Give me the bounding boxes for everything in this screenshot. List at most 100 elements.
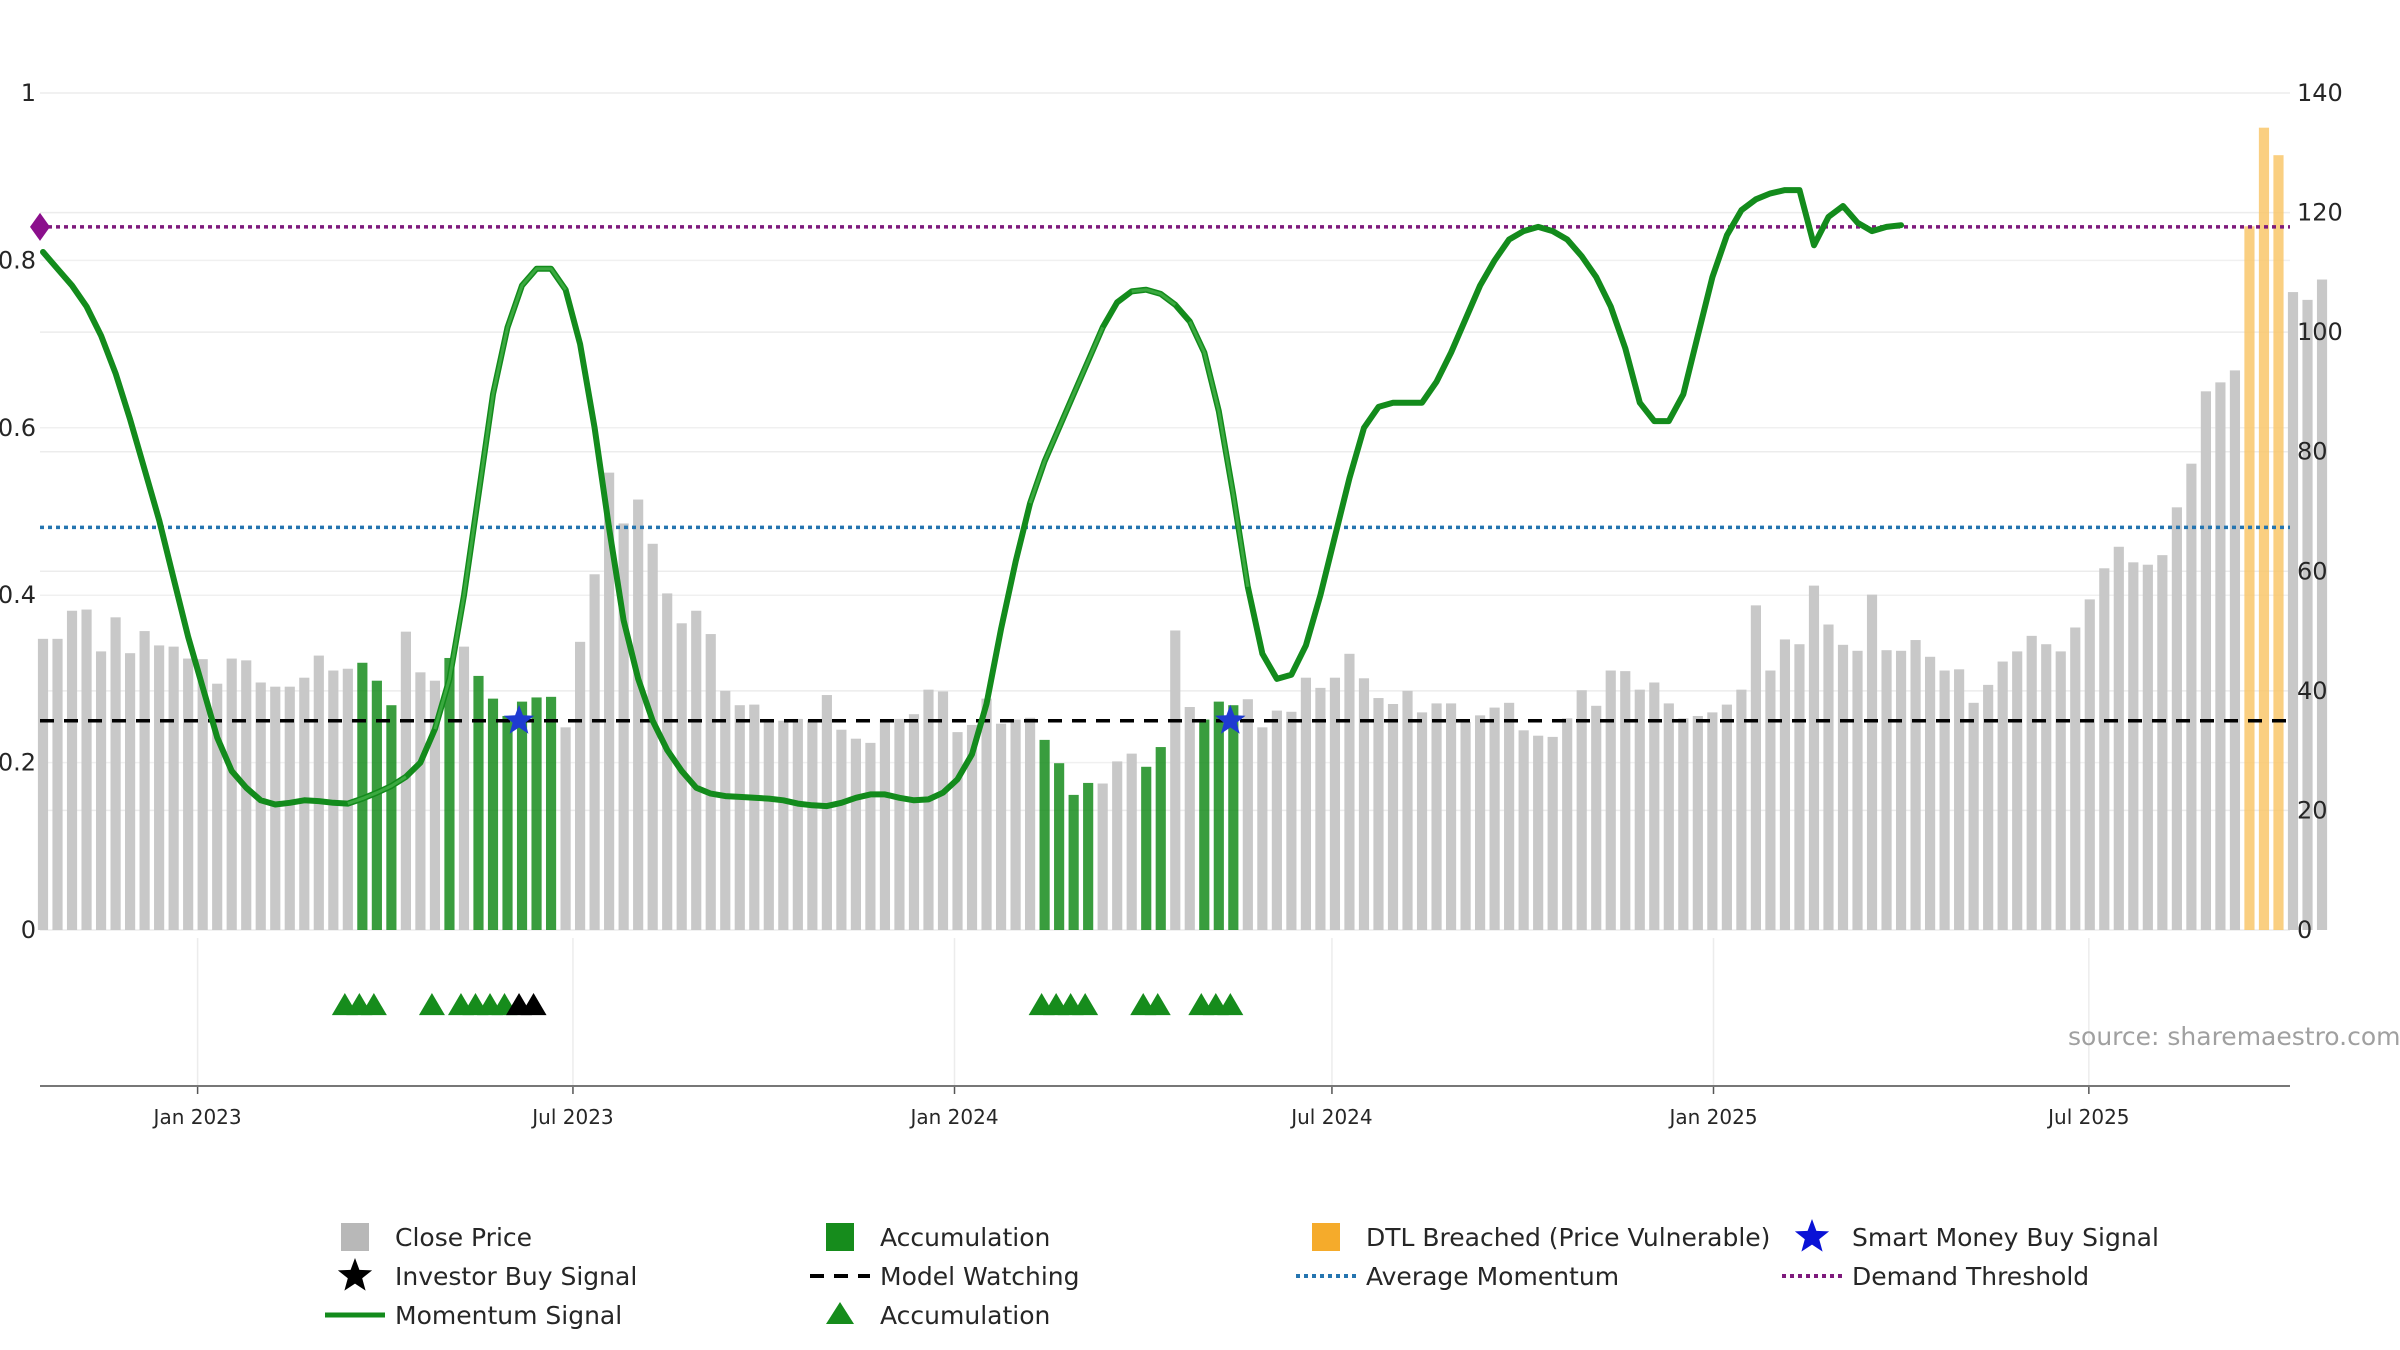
left-tick-label: 0 — [21, 916, 36, 944]
accumulation-bar — [487, 698, 499, 930]
right-tick-label: 40 — [2297, 677, 2328, 705]
close-price-bar — [400, 631, 411, 930]
close-price-bar — [1097, 783, 1108, 930]
close-price-bar — [763, 720, 774, 930]
legend-label: Accumulation — [880, 1223, 1050, 1252]
left-tick-label: 0.2 — [0, 749, 36, 777]
legend-label: DTL Breached (Price Vulnerable) — [1366, 1223, 1770, 1252]
close-price-bar — [1663, 703, 1674, 930]
close-price-bar — [1344, 653, 1355, 930]
accumulation-triangle — [1144, 993, 1171, 1016]
investor-buy-triangle — [520, 993, 547, 1016]
close-price-bar — [52, 638, 63, 930]
close-price-bar — [1416, 712, 1428, 930]
close-price-bar — [154, 645, 165, 930]
legend-symbol-star — [337, 1258, 373, 1291]
close-price-bar — [836, 729, 847, 930]
close-price-bar — [1402, 690, 1413, 930]
close-price-bar — [1794, 644, 1805, 930]
close-price-bar — [589, 574, 600, 930]
accumulation-bar — [473, 675, 484, 930]
close-price-bar — [952, 732, 963, 930]
close-price-bar — [2171, 507, 2182, 930]
close-price-bar — [1852, 650, 1863, 930]
smart-money-buy-star — [503, 704, 535, 734]
close-price-bar — [1620, 671, 1631, 930]
legend-label: Model Watching — [880, 1262, 1080, 1291]
close-price-bar — [821, 695, 832, 930]
close-price-bar — [1504, 702, 1515, 930]
momentum-accumulation-segment — [433, 594, 466, 730]
close-price-bar — [255, 682, 266, 930]
close-price-bar — [995, 723, 1007, 930]
close-price-bar — [1547, 736, 1558, 930]
close-price-bar — [778, 720, 789, 930]
close-price-bar — [2113, 546, 2124, 930]
close-price-bar — [1954, 669, 1965, 930]
close-price-bar — [212, 683, 223, 930]
close-price-bar — [2012, 651, 2023, 930]
accumulation-bar — [545, 696, 557, 930]
close-price-bar — [2055, 651, 2066, 930]
close-price-bar — [241, 660, 252, 930]
close-price-bar — [1387, 704, 1399, 930]
close-price-bar — [1721, 704, 1732, 930]
close-price-bar — [66, 610, 78, 930]
accumulation-bar — [1068, 794, 1079, 930]
close-price-bar — [1925, 656, 1936, 930]
close-price-bar — [1475, 715, 1486, 930]
close-price-bar — [1010, 719, 1021, 930]
close-price-bar — [705, 634, 716, 930]
accumulation-bar — [371, 680, 382, 930]
legend-label: Demand Threshold — [1852, 1262, 2089, 1291]
close-price-bar — [2026, 635, 2037, 930]
close-price-bar — [633, 499, 644, 930]
legend-label: Accumulation — [880, 1301, 1050, 1330]
close-price-bar — [313, 655, 324, 930]
close-price-bar — [604, 472, 615, 930]
close-price-bar — [908, 714, 920, 930]
close-price-bar — [2302, 299, 2313, 930]
close-price-bar — [1518, 730, 1529, 930]
close-price-bar — [1184, 706, 1195, 930]
close-price-bar — [2041, 644, 2052, 930]
accumulation-bar — [516, 701, 528, 930]
accumulation-bar — [1213, 701, 1224, 930]
gridlines — [40, 92, 2290, 1086]
close-price-bar — [1605, 670, 1616, 930]
legend-label: Investor Buy Signal — [395, 1262, 637, 1291]
close-price-bar — [1750, 605, 1761, 930]
close-price-bar — [879, 719, 891, 930]
close-price-bar — [1649, 682, 1660, 930]
signal-markers — [30, 212, 1830, 1291]
momentum-accumulation-segment — [1188, 320, 1250, 588]
close-price-bar — [1895, 650, 1907, 930]
close-price-bar — [299, 677, 310, 930]
right-tick-label: 60 — [2297, 557, 2328, 585]
close-price-bar — [415, 672, 426, 930]
close-price-bar — [1242, 699, 1253, 930]
close-price-bar — [1358, 678, 1370, 930]
close-price-bar — [1968, 702, 1979, 930]
momentum-lines — [40, 187, 1905, 810]
close-price-bar — [2128, 562, 2139, 930]
reference-lines — [40, 225, 2290, 723]
close-price-bar — [2215, 382, 2226, 930]
close-price-bar — [1126, 753, 1137, 930]
close-price-bar — [1445, 703, 1457, 930]
accumulation-bar — [531, 697, 542, 930]
close-price-bar — [1765, 670, 1776, 930]
close-price-bar — [1707, 712, 1718, 930]
close-price-bar — [1300, 677, 1311, 930]
right-tick-label: 120 — [2297, 199, 2343, 227]
close-price-bar — [575, 641, 586, 930]
right-tick-label: 20 — [2297, 796, 2328, 824]
right-tick-label: 0 — [2297, 916, 2312, 944]
close-price-bar — [749, 704, 760, 930]
price-bars — [37, 127, 2328, 931]
demand-threshold-marker — [30, 212, 50, 241]
left-tick-label: 1 — [21, 79, 36, 107]
close-price-bar — [1315, 687, 1326, 930]
close-price-bar — [2099, 568, 2110, 930]
